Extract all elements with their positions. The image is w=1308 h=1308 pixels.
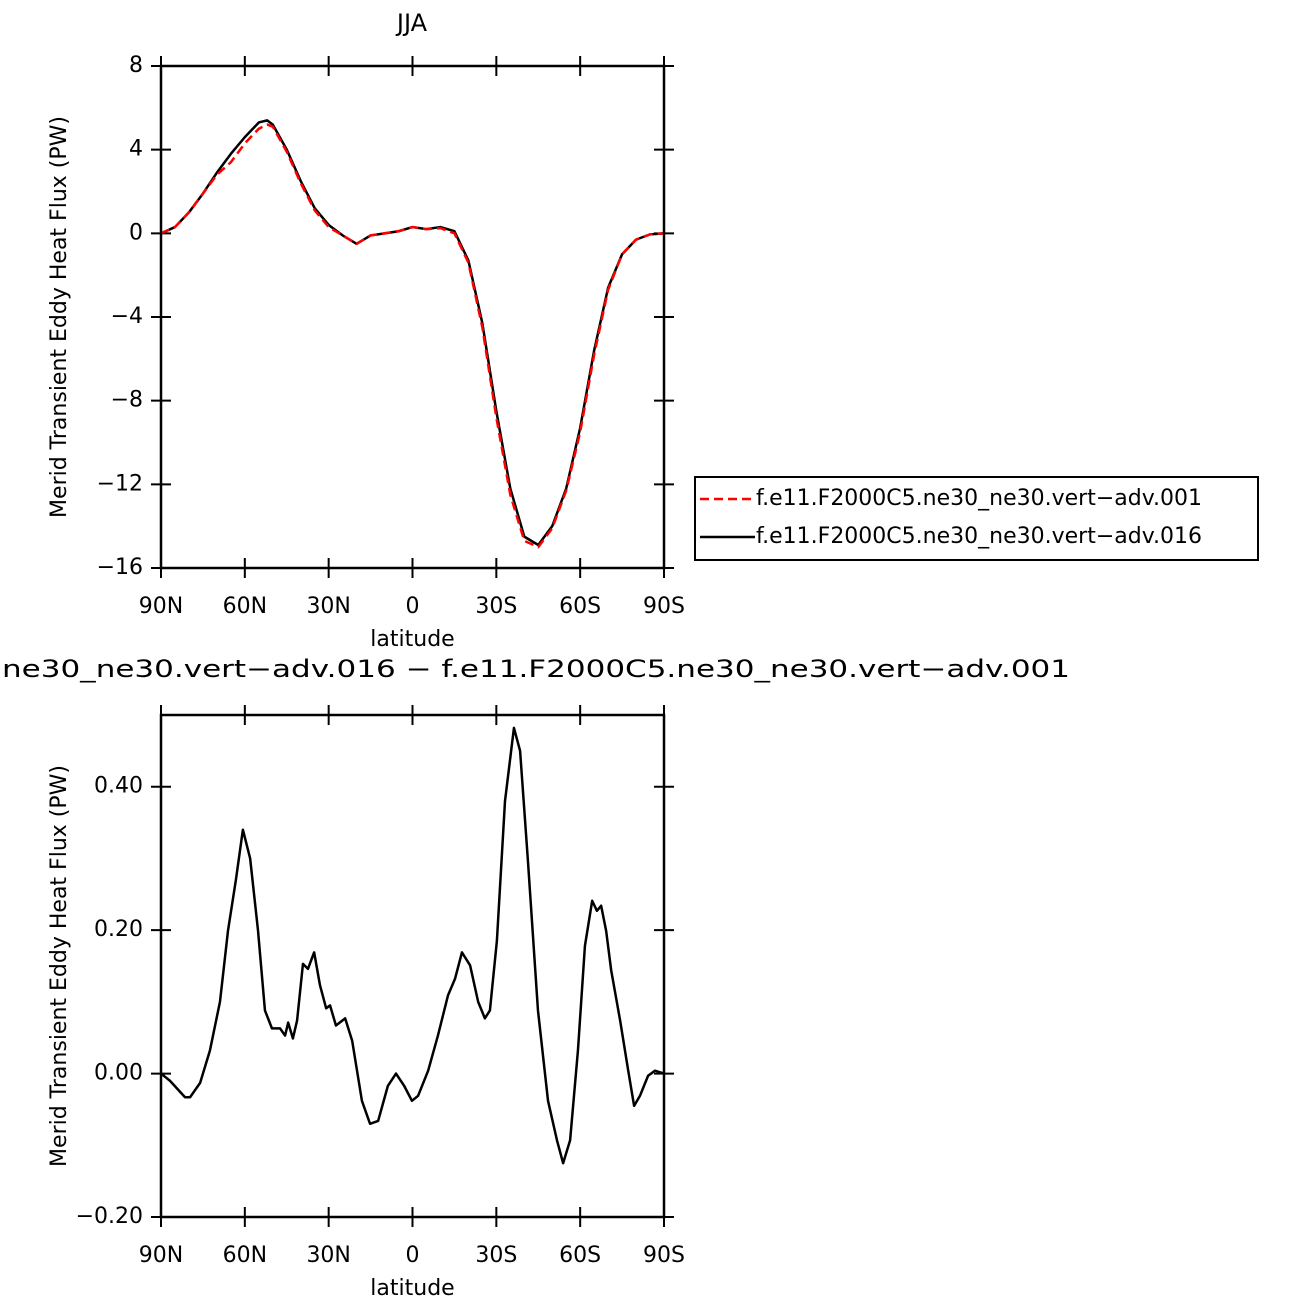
x-tick-label: 30N — [306, 1243, 350, 1268]
y-tick-label: −4 — [111, 304, 143, 329]
x-tick-label: 30N — [306, 594, 350, 619]
y-tick-label: −8 — [111, 388, 143, 413]
y-axis-label: Merid Transient Eddy Heat Flux (PW) — [47, 765, 72, 1167]
chart-title: JJA — [395, 9, 428, 37]
y-tick-label: −0.20 — [76, 1204, 143, 1229]
y-tick-label: 0.40 — [94, 774, 143, 799]
x-tick-label: 60S — [559, 594, 601, 619]
y-tick-label: 4 — [129, 137, 143, 162]
y-axis-label: Merid Transient Eddy Heat Flux (PW) — [47, 116, 72, 518]
y-tick-label: 0.20 — [94, 917, 143, 942]
x-tick-label: 60N — [223, 594, 267, 619]
y-tick-label: −16 — [97, 555, 143, 580]
x-tick-label: 90S — [643, 594, 685, 619]
y-tick-label: 0.00 — [94, 1061, 143, 1086]
chart-title: ne30_ne30.vert−adv.016 − f.e11.F2000C5.n… — [2, 655, 1070, 683]
x-tick-label: 90S — [643, 1243, 685, 1268]
y-tick-label: −12 — [97, 471, 143, 496]
x-tick-label: 30S — [475, 594, 517, 619]
y-tick-label: 8 — [129, 53, 143, 78]
data-line — [160, 123, 665, 549]
legend-label: f.e11.F2000C5.ne30_ne30.vert−adv.016 — [756, 524, 1202, 549]
x-tick-label: 90N — [139, 1243, 183, 1268]
x-tick-label: 60N — [223, 1243, 267, 1268]
legend-label: f.e11.F2000C5.ne30_ne30.vert−adv.001 — [756, 486, 1202, 511]
x-tick-label: 0 — [406, 1243, 420, 1268]
data-line — [160, 726, 665, 1165]
x-axis-label: latitude — [370, 1276, 454, 1301]
legend-box — [694, 476, 1259, 561]
plot-frame — [159, 713, 666, 1219]
x-axis-label: latitude — [370, 627, 454, 652]
data-line — [160, 119, 665, 547]
y-tick-label: 0 — [129, 220, 143, 245]
plot-frame — [159, 64, 666, 570]
x-tick-label: 60S — [559, 1243, 601, 1268]
x-tick-label: 90N — [139, 594, 183, 619]
x-tick-label: 0 — [406, 594, 420, 619]
x-tick-label: 30S — [475, 1243, 517, 1268]
